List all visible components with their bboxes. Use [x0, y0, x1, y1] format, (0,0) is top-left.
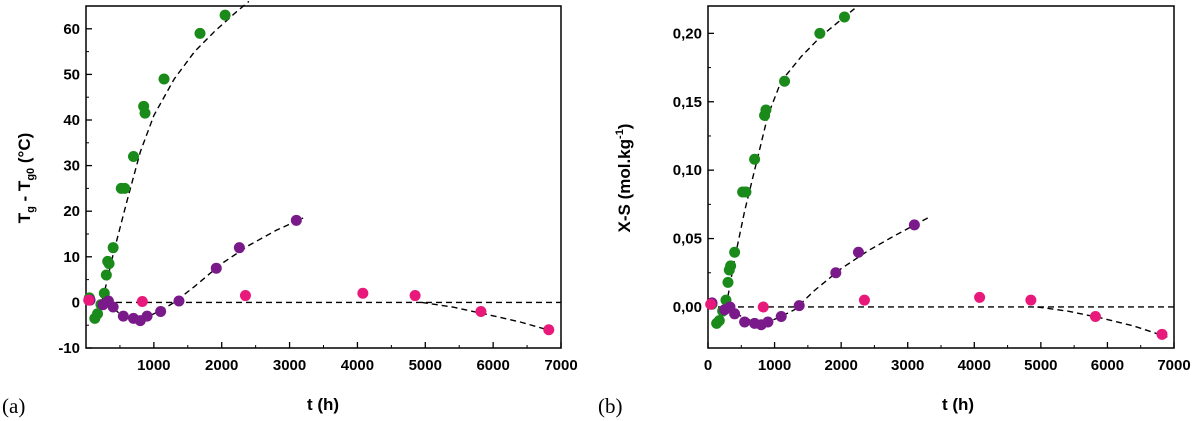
- y-tick-label: 0,05: [673, 231, 702, 248]
- data-point-purple: [852, 246, 864, 258]
- y-axis-label-b: X-S (mol.kg-1): [614, 124, 634, 233]
- data-point-green: [729, 246, 741, 258]
- data-point-purple: [739, 316, 751, 328]
- data-point-green: [128, 150, 139, 162]
- y-tick-label: 0,10: [673, 162, 702, 179]
- data-point-green: [219, 9, 231, 21]
- data-point-pink: [705, 298, 717, 310]
- x-tick-label: 2000: [824, 357, 857, 374]
- data-point-green: [103, 258, 115, 270]
- data-point-green: [725, 260, 737, 272]
- data-point-pink: [1156, 328, 1168, 340]
- data-point-pink: [1089, 311, 1101, 323]
- x-tick-label: 4000: [958, 357, 991, 374]
- data-point-purple: [290, 214, 302, 226]
- data-point-pink: [1025, 294, 1037, 306]
- x-tick-label: 0: [704, 357, 712, 374]
- y-tick-label: 20: [63, 203, 80, 220]
- data-point-green: [749, 153, 761, 165]
- y-tick-label: 0,20: [673, 25, 702, 42]
- x-tick-label: 4000: [341, 357, 374, 374]
- chart-panel-a: 1000 2000 3000 4000 5000 6000 7000 -10 0 10 20 30 40…: [2, 0, 578, 418]
- data-point-purple: [908, 219, 920, 231]
- x-tick-label: 3000: [891, 357, 924, 374]
- data-point-pink: [543, 324, 555, 336]
- data-point-pink: [858, 294, 870, 306]
- data-point-purple: [117, 310, 129, 322]
- y-tick-label: 10: [63, 249, 80, 266]
- data-point-green: [740, 186, 752, 198]
- y-axis-label-a: Tg - Tg0 (°C): [15, 133, 37, 224]
- y-tick-label: 0,00: [673, 299, 702, 316]
- data-point-green: [722, 276, 734, 288]
- y-tick-label: -10: [58, 340, 80, 357]
- data-point-purple: [775, 311, 787, 323]
- panel-label-b: (b): [598, 394, 623, 418]
- data-point-purple: [729, 308, 741, 320]
- data-point-pink: [475, 306, 487, 318]
- x-tick-label: 6000: [1091, 357, 1124, 374]
- data-point-purple: [173, 295, 185, 307]
- series-b: [705, 8, 1174, 340]
- data-point-purple: [793, 300, 805, 312]
- series-a: [83, 0, 561, 336]
- data-point-green: [92, 308, 104, 320]
- x-tick-label: 3000: [273, 357, 306, 374]
- fit-curve-purple: [105, 217, 304, 320]
- data-point-pink: [239, 290, 251, 302]
- ticks-b: 0 1000 2000 3000 4000 5000 6000 7000 0,00 0,05 0,1…: [673, 25, 1191, 374]
- x-tick-label: 2000: [205, 357, 238, 374]
- x-tick-label: 1000: [137, 357, 170, 374]
- data-point-purple: [141, 310, 153, 322]
- y-tick-label: 30: [63, 158, 80, 175]
- data-point-purple: [210, 262, 222, 274]
- data-point-green: [194, 27, 206, 39]
- data-point-purple: [233, 242, 245, 254]
- y-tick-label: 60: [63, 21, 80, 38]
- data-point-green: [814, 27, 826, 39]
- fit-curve-pink: [1037, 306, 1168, 338]
- plot-frame-b: [707, 5, 1175, 349]
- data-point-green: [107, 242, 119, 254]
- x-tick-label: 6000: [476, 357, 509, 374]
- data-point-purple: [762, 316, 774, 328]
- y-tick-label: 0,15: [673, 94, 702, 111]
- data-point-green: [158, 73, 170, 85]
- data-point-green: [713, 315, 725, 327]
- data-point-green: [760, 104, 772, 116]
- chart-panel-b: 0 1000 2000 3000 4000 5000 6000 7000 0,00 0,05 0,1…: [598, 5, 1191, 418]
- data-point-purple: [107, 301, 119, 313]
- data-point-green: [100, 269, 112, 281]
- x-axis-label-a: t (h): [307, 395, 339, 414]
- data-point-pink: [136, 295, 148, 307]
- fit-curve-pink: [421, 301, 551, 332]
- x-tick-label: 1000: [758, 357, 791, 374]
- x-tick-label: 5000: [409, 357, 442, 374]
- x-axis-label-b: t (h): [942, 395, 974, 414]
- ticks-a: 1000 2000 3000 4000 5000 6000 7000 -10 0 10 20 30 40…: [58, 21, 577, 374]
- fit-curve-green: [92, 0, 250, 318]
- x-tick-label: 7000: [1157, 357, 1190, 374]
- data-point-green: [779, 75, 791, 87]
- y-tick-label: 40: [63, 112, 80, 129]
- data-point-pink: [83, 294, 95, 306]
- y-tick-label: 50: [63, 66, 80, 83]
- y-tick-label: 0: [72, 294, 80, 311]
- data-point-pink: [357, 287, 369, 299]
- panel-label-a: (a): [2, 394, 25, 418]
- data-point-pink: [757, 301, 769, 313]
- data-point-pink: [974, 291, 986, 303]
- data-point-green: [139, 107, 151, 119]
- data-point-green: [838, 11, 850, 23]
- x-tick-label: 5000: [1024, 357, 1057, 374]
- plot-frame-a: [85, 5, 562, 349]
- data-point-green: [119, 182, 131, 194]
- data-point-purple: [830, 267, 842, 279]
- x-tick-label: 7000: [544, 357, 577, 374]
- data-point-purple: [155, 306, 167, 318]
- data-point-pink: [409, 290, 421, 302]
